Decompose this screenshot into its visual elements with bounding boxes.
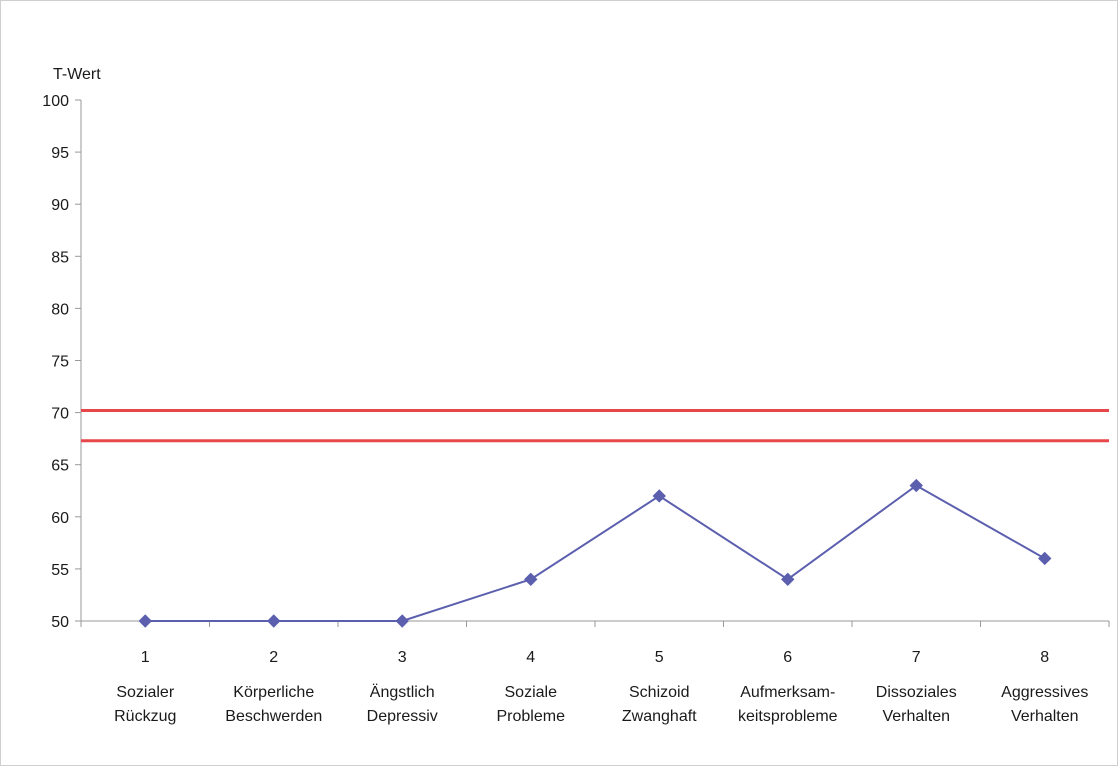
data-point-marker <box>267 614 281 628</box>
category-label: Aufmerksam- <box>740 684 835 701</box>
category-label: keitsprobleme <box>738 708 838 725</box>
series-group <box>138 478 1052 628</box>
data-point-marker <box>524 572 538 587</box>
category-label: Verhalten <box>882 708 950 725</box>
series-line <box>145 484 1046 622</box>
data-point-marker <box>652 489 666 503</box>
category-label: Depressiv <box>367 708 438 725</box>
x-tick-label: 8 <box>1040 649 1049 666</box>
y-axis-label: T-Wert <box>53 66 101 83</box>
x-tick-label: 3 <box>398 649 407 666</box>
axes <box>75 99 1110 627</box>
y-tick-label: 75 <box>51 354 69 371</box>
category-label: Rückzug <box>114 708 176 725</box>
data-point-marker <box>909 478 923 493</box>
reference-lines <box>81 409 1109 443</box>
data-point-marker <box>395 614 409 628</box>
data-point-marker <box>1038 551 1052 566</box>
category-label: Körperliche <box>233 684 314 701</box>
category-label: Sozialer <box>116 684 174 701</box>
y-tick-label: 55 <box>51 562 69 579</box>
x-tick-label: 1 <box>141 649 150 666</box>
category-label: Schizoid <box>629 684 689 701</box>
y-tick-label: 65 <box>51 458 69 475</box>
x-tick-label: 4 <box>526 649 535 666</box>
y-tick-label: 85 <box>51 249 69 266</box>
category-label: Beschwerden <box>225 708 322 725</box>
category-label: Zwanghaft <box>622 708 697 725</box>
y-tick-label: 80 <box>51 301 69 318</box>
x-tick-label: 5 <box>655 649 664 666</box>
category-label: Aggressives <box>1001 684 1088 701</box>
category-label: Soziale <box>505 684 558 701</box>
x-tick-label: 2 <box>269 649 278 666</box>
y-tick-label: 90 <box>51 197 69 214</box>
data-point-marker <box>781 572 795 587</box>
category-label: Probleme <box>497 708 566 725</box>
category-labels: Sozialer Rückzug Körperliche Beschwerden Äng… <box>114 683 1088 725</box>
y-tick-label: 95 <box>51 145 69 162</box>
x-tick-labels: 1 2 3 4 5 6 7 8 <box>141 649 1050 666</box>
x-tick-label: 7 <box>912 649 921 666</box>
x-tick-label: 6 <box>783 649 792 666</box>
y-tick-label: 70 <box>51 406 69 423</box>
category-label: Verhalten <box>1011 708 1079 725</box>
data-point-marker <box>138 614 152 628</box>
y-tick-label: 100 <box>42 93 69 110</box>
y-tick-labels: 50 55 60 65 70 75 80 85 90 95 100 <box>42 93 69 631</box>
category-label: Ängstlich <box>370 683 435 701</box>
y-tick-label: 50 <box>51 614 69 631</box>
y-tick-label: 60 <box>51 510 69 527</box>
category-label: Dissoziales <box>876 684 957 701</box>
